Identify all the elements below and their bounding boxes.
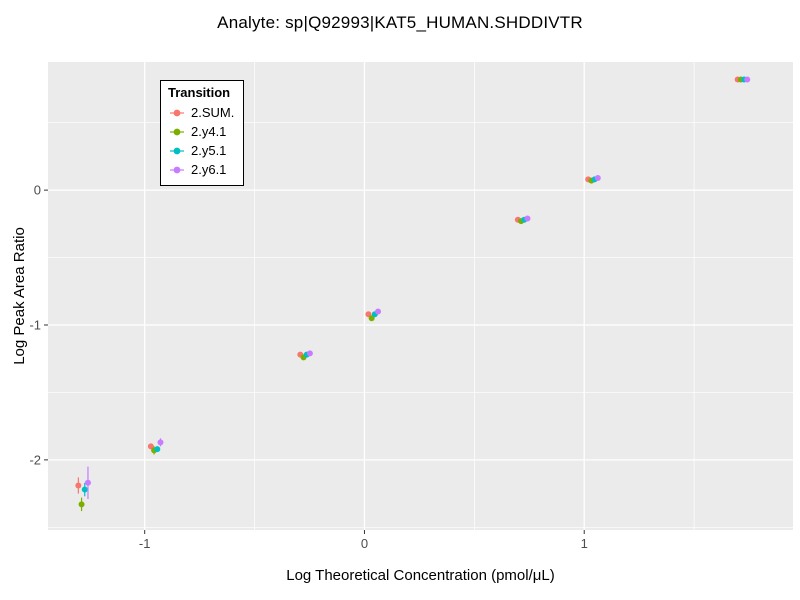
y-tick-label: -2 bbox=[29, 452, 41, 467]
x-tick-label: 1 bbox=[581, 536, 588, 551]
data-point bbox=[375, 308, 382, 315]
legend-entry: 2.y6.1 bbox=[168, 160, 234, 179]
legend-title: Transition bbox=[168, 85, 231, 100]
data-point bbox=[368, 315, 375, 322]
legend-entry: 2.SUM. bbox=[168, 103, 234, 122]
data-point bbox=[157, 439, 164, 446]
data-point bbox=[81, 486, 88, 493]
legend-key-icon bbox=[170, 166, 184, 173]
x-tick-label: 0 bbox=[361, 536, 368, 551]
legend-key-icon bbox=[170, 147, 184, 154]
data-point bbox=[524, 215, 531, 222]
legend-entry: 2.y5.1 bbox=[168, 141, 234, 160]
x-tick-label: -1 bbox=[139, 536, 151, 551]
legend-key-icon bbox=[170, 128, 184, 135]
y-axis-title: Log Peak Area Ratio bbox=[11, 227, 28, 365]
chart-title: Analyte: sp|Q92993|KAT5_HUMAN.SHDDIVTR bbox=[217, 13, 583, 32]
legend-entry-list: 2.SUM. 2.y4.1 2.y5.1 2.y6.1 bbox=[168, 103, 234, 179]
legend-entry-label: 2.SUM. bbox=[191, 105, 235, 120]
legend-entry-label: 2.y5.1 bbox=[191, 143, 227, 158]
legend-entry: 2.y4.1 bbox=[168, 122, 234, 141]
data-point bbox=[78, 501, 85, 508]
legend-key-icon bbox=[170, 109, 184, 116]
data-point bbox=[306, 350, 313, 357]
y-tick-label: -1 bbox=[29, 317, 41, 332]
data-point bbox=[75, 482, 82, 489]
data-point bbox=[154, 446, 161, 453]
legend-entry-label: 2.y4.1 bbox=[191, 124, 227, 139]
data-point bbox=[594, 174, 601, 181]
data-point bbox=[84, 479, 91, 486]
legend: Transition 2.SUM. 2.y4.1 2.y5.1 2.y6.1 bbox=[160, 80, 245, 186]
data-point bbox=[365, 311, 372, 318]
data-point bbox=[147, 443, 154, 450]
data-point bbox=[744, 76, 751, 83]
x-axis-title: Log Theoretical Concentration (pmol/μL) bbox=[286, 567, 555, 584]
legend-entry-label: 2.y6.1 bbox=[191, 162, 227, 177]
y-tick-label: 0 bbox=[34, 183, 41, 198]
